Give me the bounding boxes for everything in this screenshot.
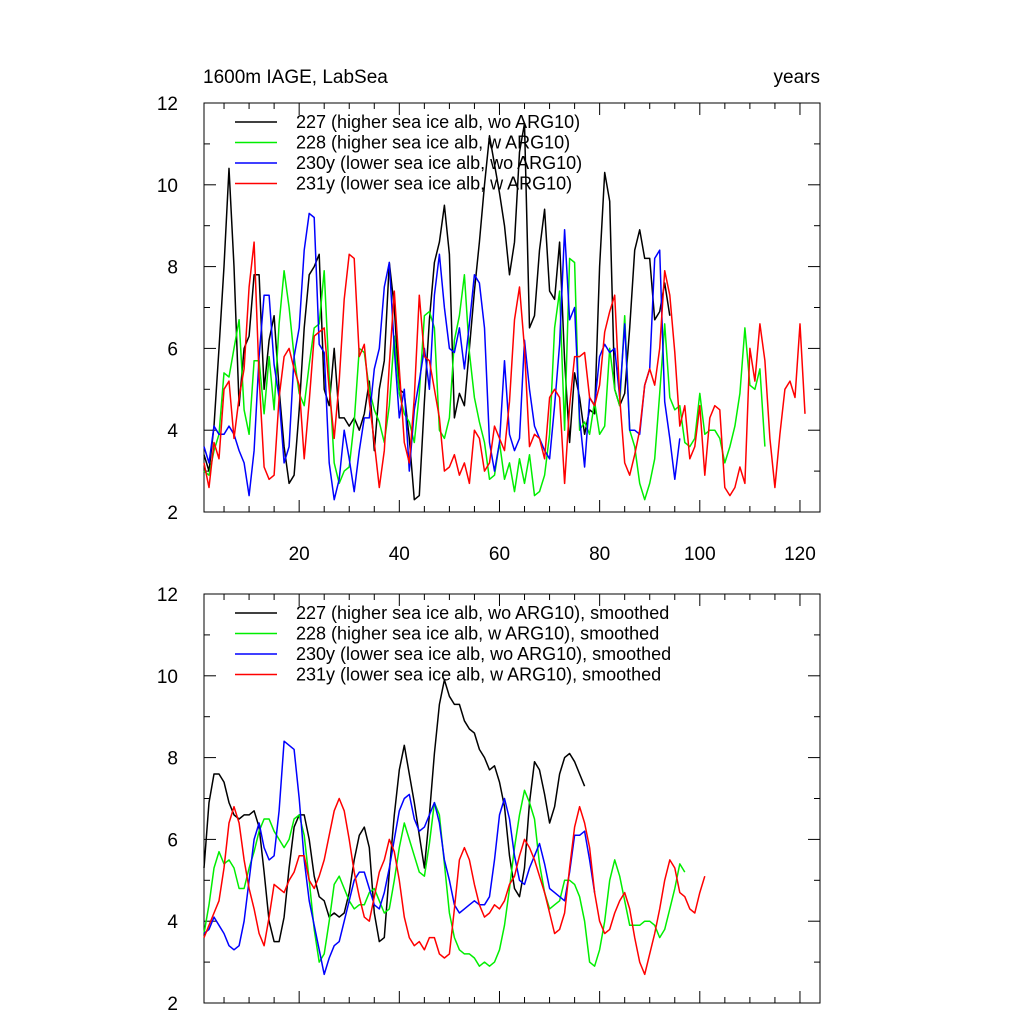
series-line-1 (203, 679, 586, 943)
series-line-1 (203, 122, 671, 501)
legend-label: 228 (higher sea ice alb, w ARG10), smoot… (296, 624, 659, 644)
bottom-panel: 2 4 6 8 10 12 227 (higher sea ice alb, wo ARG1… (157, 585, 821, 1015)
x-tick-label: 20 (289, 544, 310, 565)
x-tick-label: 100 (684, 544, 716, 565)
units-label: years (774, 67, 820, 88)
y-tick-label: 2 (167, 994, 178, 1015)
x-tick-label: 120 (784, 544, 816, 565)
chart-title: 1600m IAGE, LabSea (203, 67, 388, 88)
y-tick-label: 12 (157, 585, 178, 606)
series-line-3 (203, 212, 681, 501)
series-line-2 (203, 789, 686, 967)
y-tick-label: 8 (167, 749, 178, 770)
series-line-2 (203, 257, 766, 501)
series-line-4 (203, 797, 706, 976)
legend-label: 231y (lower sea ice alb, w ARG10), smoot… (296, 665, 661, 685)
series-line-4 (203, 241, 806, 497)
y-tick-label: 4 (167, 421, 178, 442)
legend-label: 231y (lower sea ice alb, w ARG10) (296, 174, 572, 194)
y-tick-label: 4 (167, 912, 178, 933)
top-panel: 2 4 6 8 10 12 20 40 60 80 100 120 227 (higher sea ic… (157, 94, 821, 565)
y-tick-label: 10 (157, 176, 178, 197)
y-tick-label: 6 (167, 830, 178, 851)
legend-label: 227 (higher sea ice alb, wo ARG10) (296, 112, 580, 132)
y-tick-label: 8 (167, 258, 178, 279)
y-tick-label: 12 (157, 94, 178, 115)
y-tick-label: 6 (167, 339, 178, 360)
legend-label: 228 (higher sea ice alb, w ARG10) (296, 133, 570, 153)
x-tick-label: 40 (389, 544, 410, 565)
y-tick-label: 2 (167, 503, 178, 524)
series-line-3 (203, 740, 596, 976)
x-tick-label: 80 (589, 544, 610, 565)
x-tick-label: 60 (489, 544, 510, 565)
legend-label: 227 (higher sea ice alb, wo ARG10), smoo… (296, 603, 669, 623)
y-tick-label: 10 (157, 667, 178, 688)
legend-label: 230y (lower sea ice alb, wo ARG10), smoo… (296, 644, 671, 664)
legend-label: 230y (lower sea ice alb, wo ARG10) (296, 153, 582, 173)
